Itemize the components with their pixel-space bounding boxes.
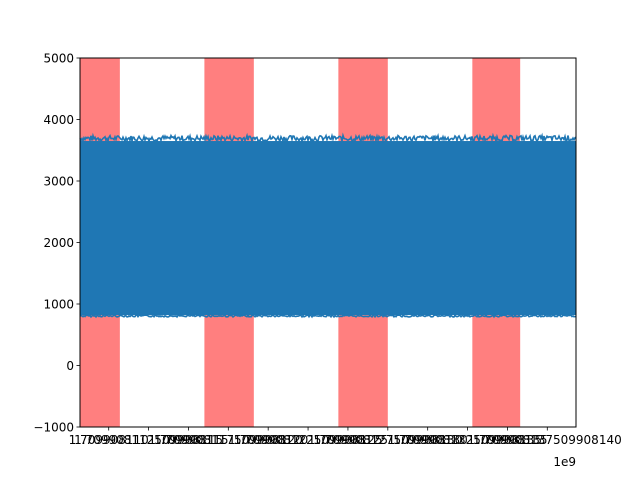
x-tick-label: 1.709908125 [308, 433, 388, 447]
series-lower-noise [79, 313, 577, 319]
x-tick-label: 1.709908135 [467, 433, 547, 447]
x-tick-label: 1.709908120 [228, 433, 308, 447]
y-tick-label: 4000 [43, 113, 74, 127]
series-upper-noise [79, 132, 577, 144]
y-tick-label: 3000 [43, 175, 74, 189]
y-tick-label: 1000 [43, 298, 74, 312]
y-axis-ticks: −1000 0 1000 2000 3000 4000 5000 [33, 52, 80, 435]
series-layer [79, 132, 577, 319]
plot-frame [79, 57, 577, 428]
y-tick-label: 0 [66, 359, 74, 373]
x-tick-label: 1.709908132509908135 [393, 433, 542, 447]
y-tick-label: −1000 [33, 421, 74, 435]
x-tick-label: 1.709908112509908115 [74, 433, 223, 447]
x-tick-label: 1.709908117509908120 [154, 433, 303, 447]
x-tick-label: 1.709908122509908125 [234, 433, 383, 447]
x-tick-label: 1.709908130 [388, 433, 468, 447]
series-band [80, 141, 576, 316]
x-tick-label: 1.709908110 [69, 433, 149, 447]
x-tick-label: 1.709908137509908140 [473, 433, 622, 447]
x-tick-label: 1.709908115 [148, 433, 228, 447]
x-tick-label: 1.709908127509908130 [313, 433, 462, 447]
x-offset-label: 1e9 [553, 455, 576, 469]
y-tick-label: 2000 [43, 236, 74, 250]
x-axis-ticks: 1.7099081101.7099081125099081151.7099081… [69, 427, 622, 447]
y-tick-label: 5000 [43, 52, 74, 66]
